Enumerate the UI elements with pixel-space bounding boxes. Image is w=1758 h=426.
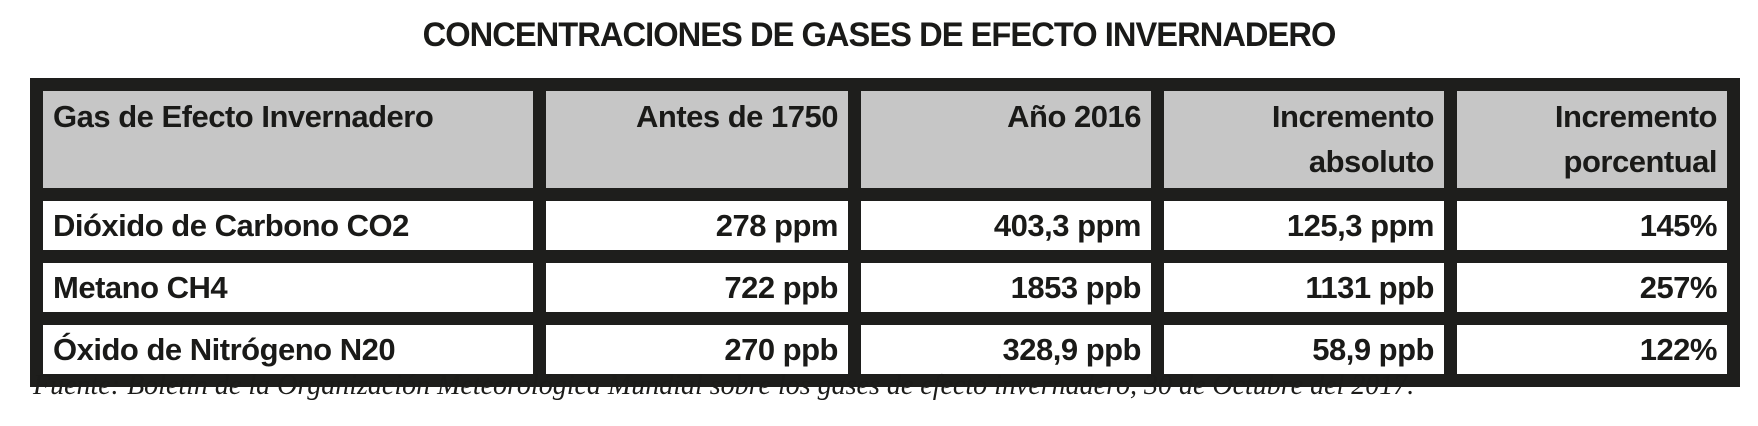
header-label: Antes de 1750 — [636, 99, 839, 134]
header-cell-antes-1750: Antes de 1750 — [533, 78, 861, 201]
cell-antes-1750: 278 ppm — [533, 188, 861, 263]
cell-gas-name: Óxido de Nitrógeno N20 — [30, 312, 546, 387]
source-citation: Fuente: Boletín de la Organización Meteo… — [33, 370, 1415, 401]
cell-incremento-porcentual: 122% — [1444, 312, 1740, 387]
header-cell-incremento-porcentual: Incremento porcentual — [1444, 78, 1740, 201]
cell-ano-2016: 403,3 ppm — [848, 188, 1164, 263]
header-label: Año 2016 — [1007, 99, 1141, 134]
cell-antes-1750: 270 ppb — [533, 312, 861, 387]
header-cell-ano-2016: Año 2016 — [848, 78, 1164, 201]
cell-incremento-absoluto: 1131 ppb — [1151, 250, 1457, 325]
cell-incremento-absoluto: 125,3 ppm — [1151, 188, 1457, 263]
header-cell-incremento-absoluto: Incremento absoluto — [1151, 78, 1457, 201]
header-label: Gas de Efecto Invernadero — [53, 99, 434, 134]
table-row-ch4: Metano CH4 722 ppb 1853 ppb 1131 ppb 257… — [30, 250, 1740, 325]
cell-gas-name: Dióxido de Carbono CO2 — [30, 188, 546, 263]
cell-ano-2016: 1853 ppb — [848, 250, 1164, 325]
table-row-co2: Dióxido de Carbono CO2 278 ppm 403,3 ppm… — [30, 188, 1740, 263]
greenhouse-gases-table: Gas de Efecto Invernadero Antes de 1750 … — [30, 78, 1740, 387]
cell-incremento-absoluto: 58,9 ppb — [1151, 312, 1457, 387]
header-cell-gas: Gas de Efecto Invernadero — [30, 78, 546, 201]
cell-incremento-porcentual: 145% — [1444, 188, 1740, 263]
cell-incremento-porcentual: 257% — [1444, 250, 1740, 325]
header-label-line1: Incremento — [1554, 99, 1718, 134]
table-row-n2o: Óxido de Nitrógeno N20 270 ppb 328,9 ppb… — [30, 312, 1740, 387]
cell-ano-2016: 328,9 ppb — [848, 312, 1164, 387]
header-label-line2: absoluto — [1308, 144, 1435, 179]
header-label-line2: porcentual — [1563, 144, 1718, 179]
cell-antes-1750: 722 ppb — [533, 250, 861, 325]
cell-gas-name: Metano CH4 — [30, 250, 546, 325]
document-title: CONCENTRACIONES DE GASES DE EFECTO INVER… — [422, 16, 1337, 54]
table-header-row: Gas de Efecto Invernadero Antes de 1750 … — [30, 78, 1740, 201]
header-label-line1: Incremento — [1271, 99, 1435, 134]
